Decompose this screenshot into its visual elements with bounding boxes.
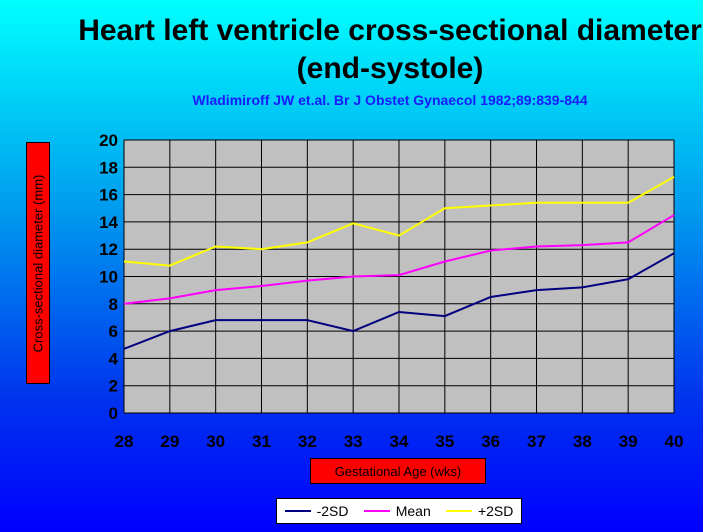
y-tick-label: 10 (99, 268, 118, 287)
x-tick-label: 39 (619, 432, 638, 451)
y-tick-label: 20 (99, 131, 118, 150)
y-tick-label: 2 (109, 377, 118, 396)
y-tick-label: 8 (109, 295, 118, 314)
legend-swatch (363, 510, 390, 512)
chart-title: Heart left ventricle cross-sectional dia… (78, 14, 702, 85)
legend: -2SD Mean +2SD (276, 498, 522, 524)
legend-entry: -2SD (284, 503, 349, 519)
legend-entry: Mean (363, 503, 431, 519)
x-tick-label: 33 (344, 432, 363, 451)
series-line-0 (123, 252, 675, 350)
chart-subtitle: Wladimiroff JW et.al. Br J Obstet Gynaec… (192, 92, 588, 108)
x-tick-label: 32 (298, 432, 317, 451)
x-tick-label: 38 (573, 432, 592, 451)
x-tick-label: 30 (206, 432, 225, 451)
y-tick-label: 4 (109, 349, 119, 368)
y-tick-label: 0 (109, 404, 118, 423)
x-tick-label: 35 (435, 432, 454, 451)
y-tick-label: 6 (109, 322, 118, 341)
x-tick-label: 34 (390, 432, 409, 451)
legend-entry: +2SD (445, 503, 514, 519)
x-tick-label: 40 (665, 432, 684, 451)
legend-swatch (284, 510, 311, 512)
x-tick-label: 37 (527, 432, 546, 451)
y-tick-label: 16 (99, 186, 118, 205)
x-axis-label: Gestational Age (wks) (310, 458, 486, 484)
y-tick-label: 18 (99, 158, 118, 177)
x-tick-label: 29 (160, 432, 179, 451)
legend-label: Mean (395, 503, 431, 519)
x-tick-label: 31 (252, 432, 271, 451)
y-tick-label: 12 (99, 240, 118, 259)
legend-label: -2SD (316, 503, 349, 519)
series-line-1 (123, 214, 675, 305)
legend-label: +2SD (477, 503, 514, 519)
series-line-2 (123, 175, 675, 267)
y-tick-label: 14 (99, 213, 118, 232)
legend-swatch (445, 510, 472, 512)
x-tick-label: 28 (115, 432, 134, 451)
y-axis-label-box: Cross-sectional diameter (mm) (26, 142, 50, 384)
x-tick-label: 36 (481, 432, 500, 451)
